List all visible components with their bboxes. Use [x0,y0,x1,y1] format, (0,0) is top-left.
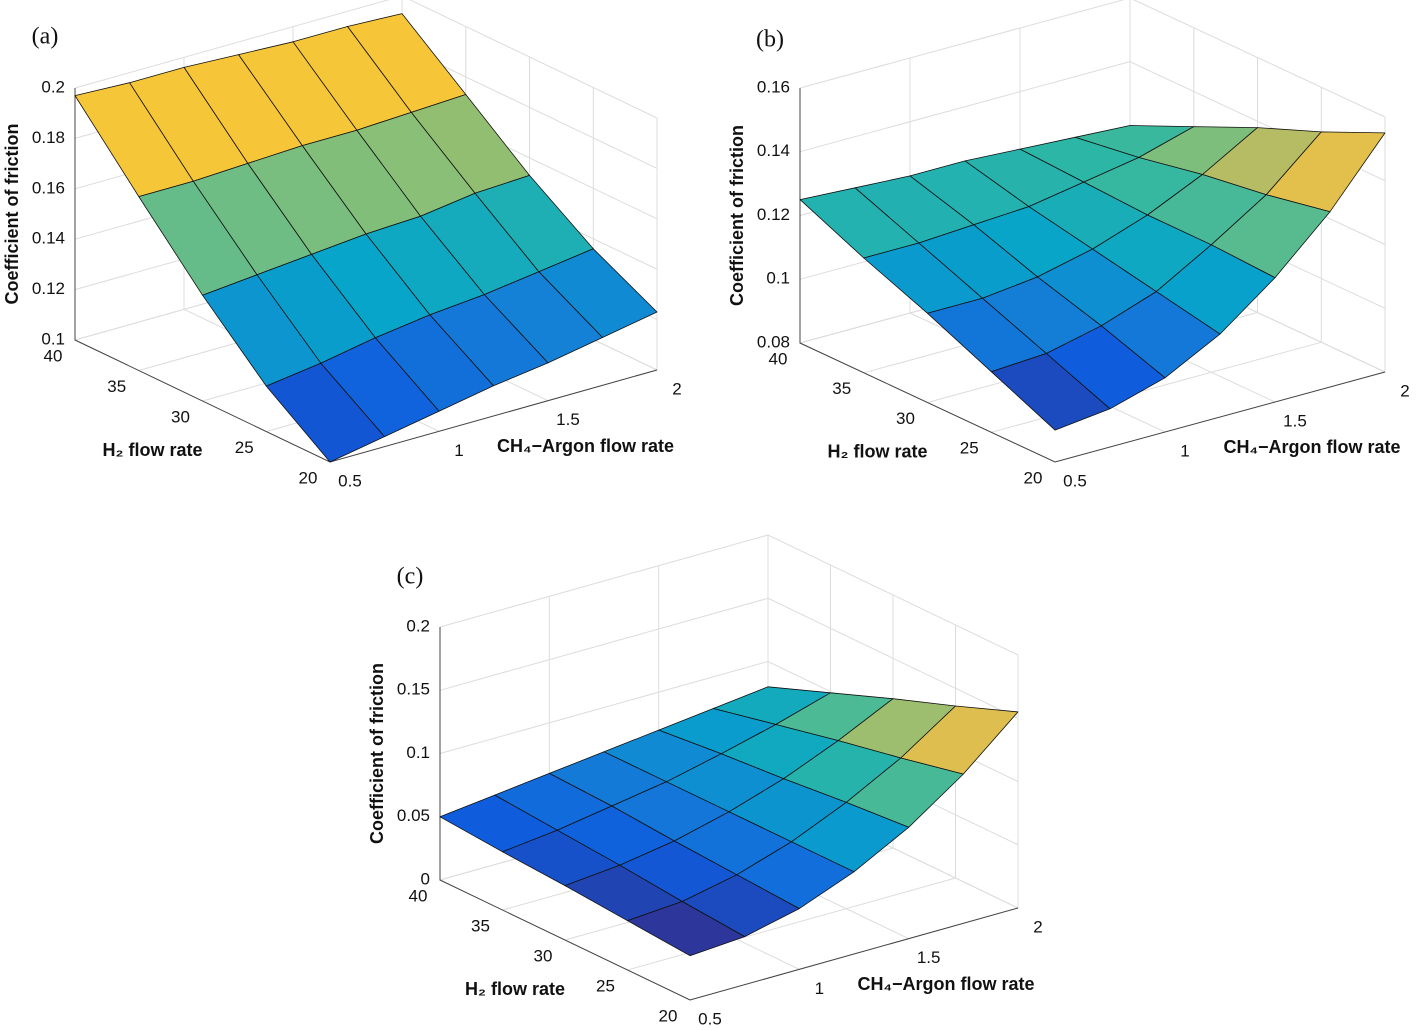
y-tick-label: 25 [960,439,979,458]
z-tick-label: 0 [421,869,430,888]
y-tick-label: 25 [596,976,615,995]
z-axis-label: Coefficient of friction [367,663,387,844]
surface-cell [265,362,385,463]
axis-lines [799,88,1386,463]
surface-cell [990,353,1111,431]
z-tick-label: 0.05 [397,806,430,825]
z-tick-label: 0.16 [32,178,65,197]
y-tick-label: 35 [471,916,490,935]
y-tick-label: 35 [832,379,851,398]
z-grid-line [439,534,1019,656]
y-tick-label: 30 [896,409,915,428]
z-grid-line [439,597,1019,719]
x-tick-label: 1 [1180,441,1189,460]
z-tick-label: 0.1 [766,269,790,288]
z-tick-label: 0.15 [397,680,430,699]
z-tick-label: 0.1 [41,329,65,348]
z-tick-label: 0.2 [41,77,65,96]
x-tick-label: 1.5 [1283,411,1307,430]
x-tick-label: 1.5 [917,948,941,967]
x-tick-label: 0.5 [1063,471,1087,490]
x-axis-label: CH₄−Argon flow rate [497,436,674,456]
z-tick-label: 0.14 [757,141,790,160]
y-tick-label: 20 [1024,468,1043,487]
x-tick-label: 1 [454,441,463,460]
x-axis-label: CH₄−Argon flow rate [857,974,1034,994]
y-axis-label: H₂ flow rate [465,979,565,999]
x-tick-label: 2 [1400,381,1409,400]
x-tick-label: 0.5 [698,1009,722,1028]
y-tick-label: 30 [534,946,553,965]
z-tick-label: 0.12 [757,205,790,224]
y-tick-label: 25 [235,438,254,457]
z-tick-label: 0.14 [32,229,65,248]
y-axis-label: H₂ flow rate [827,441,927,461]
z-tick-label: 0.1 [406,743,430,762]
panel-label: (a) [32,24,59,50]
y-tick-label: 35 [107,377,126,396]
x-axis-label: CH₄−Argon flow rate [1223,437,1400,457]
y-axis-label: H₂ flow rate [102,440,202,460]
z-tick-label: 0.08 [757,332,790,351]
y-tick-label: 40 [769,349,788,368]
axis-lines [439,627,1019,1001]
x-tick-label: 1.5 [556,410,580,429]
x-tick-label: 0.5 [338,471,362,490]
panel-label: (b) [756,27,784,53]
z-grid-line [799,0,1386,118]
z-tick-label: 0.16 [757,77,790,96]
surface-cell [627,901,746,957]
x-tick-label: 1 [815,979,824,998]
z-tick-label: 0.12 [32,279,65,298]
z-axis-label: Coefficient of friction [2,124,22,305]
y-tick-label: 30 [171,407,190,426]
x-tick-label: 2 [1033,917,1042,936]
y-tick-label: 40 [409,886,428,905]
y-tick-label: 20 [659,1006,678,1025]
x-tick-label: 2 [672,379,681,398]
y-tick-label: 20 [299,468,318,487]
y-tick-label: 40 [44,346,63,365]
axis-lines [74,88,658,463]
z-tick-label: 0.2 [406,616,430,635]
z-tick-label: 0.18 [32,128,65,147]
z-axis-label: Coefficient of friction [727,125,747,306]
panel-label: (c) [397,564,424,590]
